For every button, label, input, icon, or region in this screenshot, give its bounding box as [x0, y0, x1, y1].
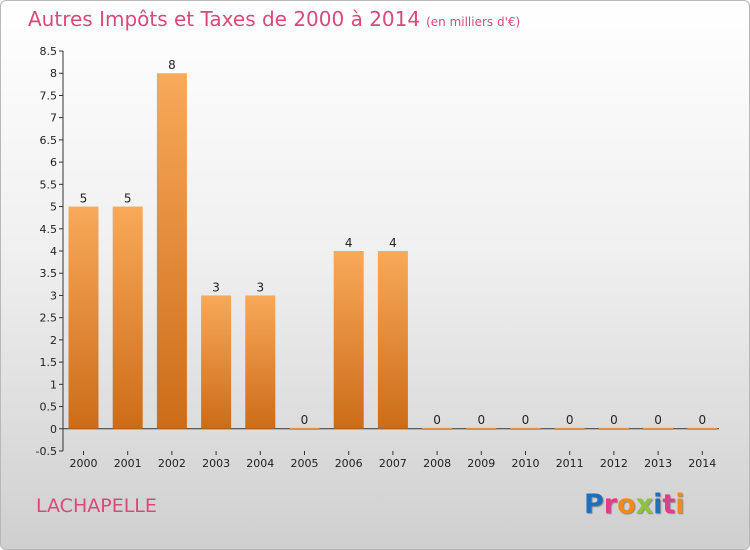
bar-value-label: 0	[522, 413, 530, 427]
bar	[333, 251, 364, 429]
bar-value-label: 3	[212, 280, 220, 294]
bar	[68, 206, 99, 429]
x-tick-label: 2011	[556, 457, 584, 470]
proxiti-logo[interactable]: Proxiti	[584, 489, 685, 520]
x-tick-label: 2002	[158, 457, 186, 470]
x-tick-label: 2013	[644, 457, 672, 470]
y-tick-label: 8.5	[40, 45, 58, 58]
chart-title-block: Autres Impôts et Taxes de 2000 à 2014 (en…	[28, 7, 520, 31]
x-tick-label: 2003	[202, 457, 230, 470]
bar	[598, 427, 629, 430]
logo-letter: x	[635, 489, 654, 520]
x-tick-label: 2006	[335, 457, 363, 470]
bar-value-label: 5	[80, 192, 88, 206]
bar	[422, 427, 453, 430]
y-tick-label: 6.5	[40, 134, 58, 147]
x-tick-label: 2001	[114, 457, 142, 470]
bar	[289, 427, 320, 430]
x-tick-label: 2010	[512, 457, 540, 470]
bar-value-label: 4	[345, 236, 353, 250]
bar-value-label: 0	[698, 413, 706, 427]
bar-value-label: 0	[654, 413, 662, 427]
bar	[245, 295, 276, 429]
y-tick-label: 0	[50, 423, 57, 436]
bar-value-label: 0	[610, 413, 618, 427]
bar	[554, 427, 585, 430]
x-tick-label: 2000	[70, 457, 98, 470]
x-tick-label: 2007	[379, 457, 407, 470]
x-tick-label: 2008	[423, 457, 451, 470]
bar	[510, 427, 541, 430]
bar-value-label: 8	[168, 58, 176, 72]
y-tick-label: 8	[50, 67, 57, 80]
x-tick-label: 2005	[291, 457, 319, 470]
chart-title: Autres Impôts et Taxes de 2000 à 2014	[28, 7, 421, 31]
y-tick-label: 5.5	[40, 178, 58, 191]
logo-letter: r	[603, 489, 618, 520]
bar-value-label: 0	[301, 413, 309, 427]
y-tick-label: 7	[50, 112, 57, 125]
bar-value-label: 0	[566, 413, 574, 427]
y-tick-label: 3	[50, 289, 57, 302]
logo-letter: t	[662, 489, 676, 520]
y-tick-label: 0.5	[40, 401, 58, 414]
x-tick-label: 2004	[246, 457, 274, 470]
x-tick-label: 2009	[467, 457, 495, 470]
logo-letter: i	[653, 489, 663, 520]
bar	[643, 427, 674, 430]
bar	[201, 295, 232, 429]
y-tick-label: 2	[50, 334, 57, 347]
y-tick-label: 5	[50, 201, 57, 214]
y-tick-label: 4	[50, 245, 57, 258]
y-tick-label: 6	[50, 156, 57, 169]
y-tick-label: 7.5	[40, 89, 58, 102]
bar-value-label: 0	[477, 413, 485, 427]
x-tick-label: 2012	[600, 457, 628, 470]
y-tick-label: -0.5	[36, 445, 57, 458]
y-tick-label: 1	[50, 378, 57, 391]
bars: 5 5 8 3 3 0 4 4 0 0 0 0 0 0 0	[68, 58, 718, 430]
logo-letter: o	[617, 489, 636, 520]
bar	[466, 427, 497, 430]
x-tick-label: 2014	[688, 457, 716, 470]
logo-letter: P	[584, 489, 604, 520]
bar-value-label: 5	[124, 192, 132, 206]
commune-name: LACHAPELLE	[36, 495, 157, 517]
y-tick-label: 3.5	[40, 267, 58, 280]
bar	[377, 251, 408, 429]
x-axis-ticks: 2000 2001 2002 2003 2004 2005 2006 2007 2008 2009…	[70, 451, 716, 470]
bar	[112, 206, 143, 429]
y-tick-label: 2.5	[40, 312, 58, 325]
y-tick-label: 1.5	[40, 356, 58, 369]
bar	[687, 427, 718, 430]
y-tick-label: 4.5	[40, 223, 58, 236]
bar	[156, 73, 187, 429]
y-axis-ticks: -0.5 0 0.5 1 1.5 2 2.5 3 3.5 4 4.5 5 5.5 6 6.5 7 7.5 8 8.5	[36, 45, 63, 458]
bar-value-label: 0	[433, 413, 441, 427]
bar-value-label: 4	[389, 236, 397, 250]
chart-subtitle: (en milliers d'€)	[426, 15, 521, 29]
bar-value-label: 3	[256, 280, 264, 294]
logo-letter: i	[675, 489, 685, 520]
